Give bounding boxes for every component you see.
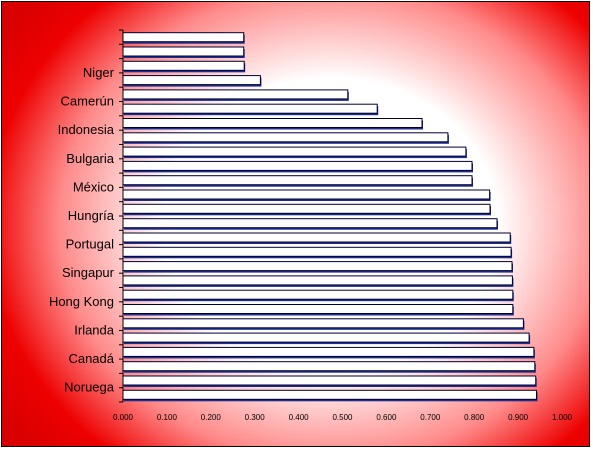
x-tick-label: 0.100 <box>157 413 178 422</box>
bar-face <box>123 76 260 85</box>
bar <box>123 47 245 58</box>
category-label: Hungría <box>68 208 115 223</box>
category-label: Indonesia <box>58 122 115 137</box>
bar-face <box>123 319 523 328</box>
bar <box>123 104 378 115</box>
bar-face <box>123 233 510 242</box>
bar <box>123 33 245 44</box>
category-label: Canadá <box>68 351 114 366</box>
x-tick-label: 0.800 <box>464 413 485 422</box>
x-tick-label: 0.200 <box>201 413 222 422</box>
bar <box>123 290 514 301</box>
bar-face <box>123 276 512 285</box>
bar <box>123 333 530 344</box>
bar-face <box>123 190 490 199</box>
bar-face <box>123 133 448 142</box>
bar-face <box>123 161 472 170</box>
bar <box>123 90 349 101</box>
bar-face <box>123 305 513 314</box>
category-label: Camerún <box>61 94 114 109</box>
bar <box>123 133 449 144</box>
bar-face <box>123 262 512 271</box>
category-label: Portugal <box>66 237 115 252</box>
bar <box>123 147 467 158</box>
bar-face <box>123 147 466 156</box>
bar-face <box>123 61 244 70</box>
bar <box>123 161 473 172</box>
bar <box>123 61 245 72</box>
bar-face <box>123 247 511 256</box>
x-tick-label: 0.400 <box>289 413 310 422</box>
x-tick-label: 0.000 <box>113 413 134 422</box>
bar <box>123 347 535 358</box>
bars-layer <box>123 33 538 402</box>
bar <box>123 76 261 87</box>
bar-face <box>123 33 244 42</box>
bar <box>123 319 524 330</box>
x-tick-label: 0.500 <box>332 413 353 422</box>
category-label: Singapur <box>62 265 115 280</box>
bar <box>123 176 473 187</box>
category-label: Niger <box>83 65 115 80</box>
category-label: Hong Kong <box>49 294 114 309</box>
category-label: Irlanda <box>74 323 115 338</box>
bar-face <box>123 390 537 399</box>
bar-face <box>123 362 535 371</box>
bar-face <box>123 347 534 356</box>
bar <box>123 390 538 401</box>
category-label: Bulgaria <box>66 151 114 166</box>
x-tick-label: 0.700 <box>420 413 441 422</box>
bar-face <box>123 376 536 385</box>
x-tick-label: 0.300 <box>245 413 266 422</box>
bar <box>123 190 491 201</box>
bar-face <box>123 176 472 185</box>
bar <box>123 204 491 215</box>
axis-layer <box>119 30 123 402</box>
bar-face <box>123 104 377 113</box>
category-label: México <box>73 179 114 194</box>
bar <box>123 119 423 130</box>
bar <box>123 247 512 258</box>
bar-face <box>123 119 422 128</box>
category-label: Noruega <box>64 380 115 395</box>
bar <box>123 305 514 316</box>
bar <box>123 233 511 244</box>
bar <box>123 362 536 373</box>
bar-face <box>123 290 513 299</box>
x-tick-label: 0.900 <box>508 413 529 422</box>
bar-face <box>123 204 490 213</box>
bar-face <box>123 333 529 342</box>
bar-face <box>123 90 348 99</box>
bar <box>123 219 498 230</box>
bar-face <box>123 47 244 56</box>
x-tick-label: 1.000 <box>552 413 573 422</box>
bar <box>123 376 537 387</box>
bar-face <box>123 219 497 228</box>
bar <box>123 276 513 287</box>
x-tick-label: 0.600 <box>376 413 397 422</box>
bar <box>123 262 513 273</box>
